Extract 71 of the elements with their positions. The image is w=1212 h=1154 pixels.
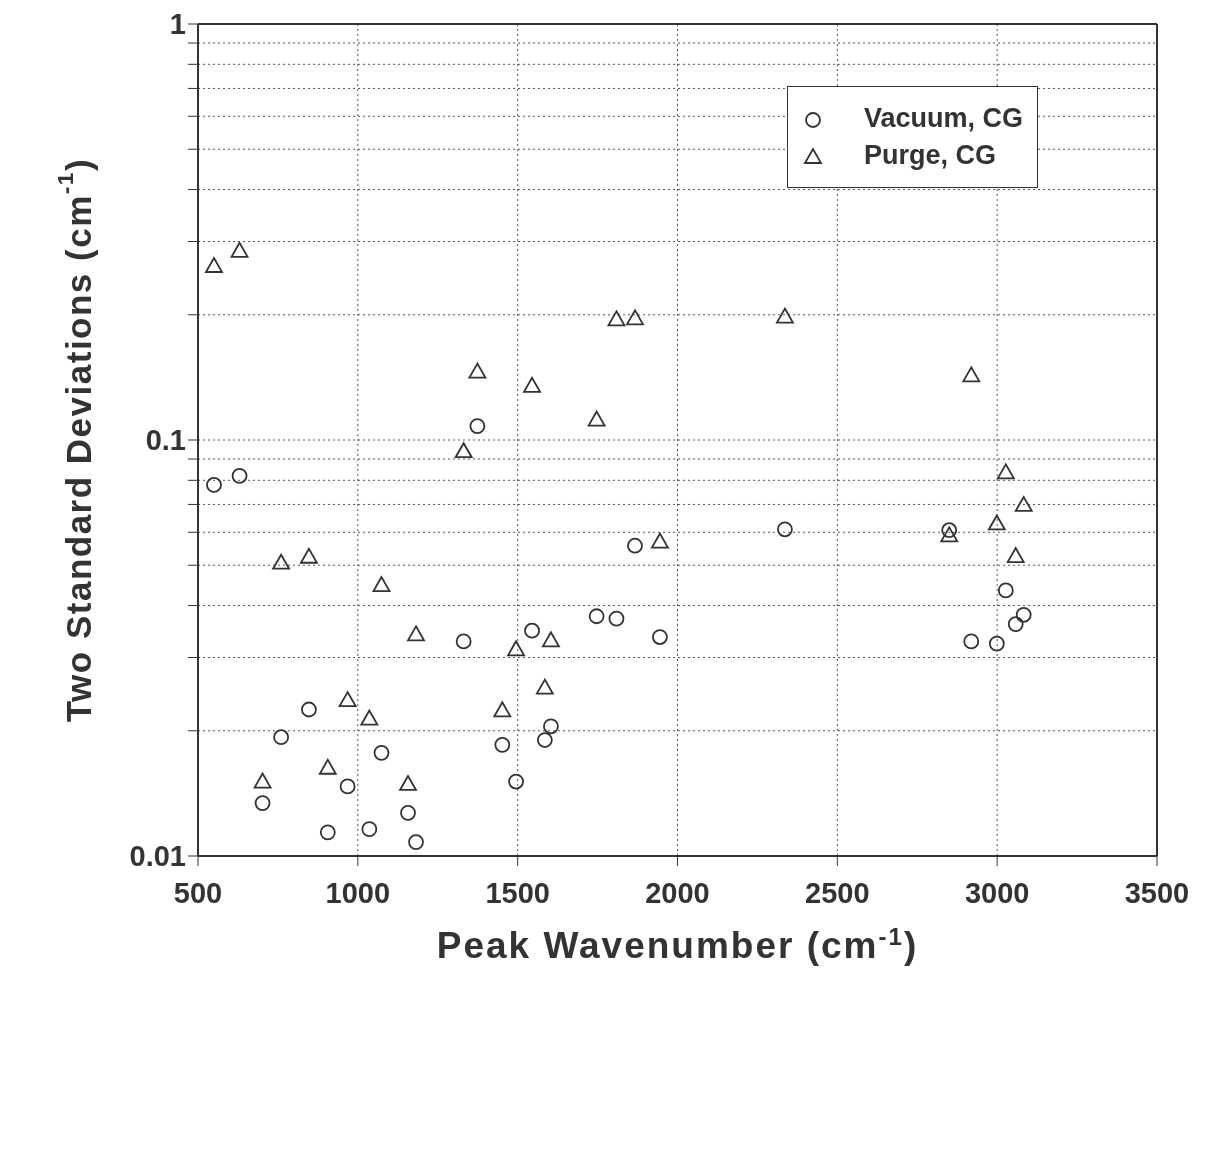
- point: [319, 824, 336, 841]
- point: [988, 635, 1005, 652]
- point: [1006, 547, 1025, 563]
- point: [272, 553, 291, 570]
- point: [542, 631, 560, 648]
- point: [651, 532, 669, 549]
- point: [493, 701, 512, 718]
- y-tick-label: 1: [169, 8, 186, 41]
- point: [523, 376, 541, 393]
- point: [1014, 496, 1033, 512]
- x-tick-label: 2500: [805, 876, 870, 909]
- point: [230, 241, 249, 258]
- x-axis-title: Peak Wavenumber (cm$^{-1}$): [436, 922, 919, 966]
- point: [301, 701, 317, 718]
- point: [253, 772, 272, 789]
- point: [454, 442, 473, 459]
- point: [1015, 606, 1032, 623]
- point: [607, 310, 626, 327]
- x-tick-label: 500: [173, 876, 223, 909]
- x-tick-label: 1500: [485, 876, 550, 909]
- point: [996, 463, 1015, 480]
- point: [587, 410, 606, 427]
- point: [652, 629, 668, 645]
- point: [997, 582, 1014, 599]
- point: [627, 537, 643, 554]
- point: [400, 804, 416, 821]
- point: [608, 610, 625, 627]
- point: [963, 633, 980, 650]
- point: [468, 362, 487, 379]
- point: [339, 778, 356, 795]
- point: [361, 821, 378, 838]
- point: [206, 476, 222, 493]
- point: [524, 622, 540, 639]
- point: [231, 467, 248, 484]
- point: [372, 576, 391, 592]
- legend-label: Purge, CG: [863, 140, 996, 171]
- point: [494, 736, 511, 753]
- x-tick-label: 1000: [325, 876, 391, 909]
- point: [338, 691, 357, 707]
- point: [940, 526, 959, 543]
- point: [535, 678, 554, 695]
- point: [776, 307, 794, 324]
- point: [469, 418, 486, 434]
- point: [455, 633, 472, 650]
- y-tick-label: 0.01: [129, 840, 186, 873]
- legend-label: Vacuum, CG: [863, 103, 1023, 134]
- point: [508, 773, 524, 790]
- point: [273, 729, 290, 746]
- point: [987, 514, 1006, 531]
- point: [318, 758, 337, 775]
- point: [407, 625, 425, 642]
- point: [941, 522, 958, 539]
- point: [962, 366, 981, 383]
- y-tick-label: 0.1: [145, 424, 186, 457]
- point: [536, 732, 553, 748]
- point: [1007, 616, 1024, 632]
- point: [543, 718, 559, 735]
- point: [626, 309, 644, 326]
- point: [507, 640, 525, 657]
- point: [360, 709, 379, 726]
- x-tick-label: 2000: [645, 876, 710, 909]
- point: [588, 608, 605, 625]
- x-tick-label: 3500: [1124, 876, 1190, 909]
- point: [408, 834, 424, 850]
- point: [205, 257, 223, 273]
- point: [777, 521, 793, 538]
- point: [300, 547, 318, 564]
- x-tick-label: 3000: [964, 876, 1030, 909]
- point: [254, 795, 271, 812]
- point: [373, 744, 390, 761]
- point: [399, 775, 417, 791]
